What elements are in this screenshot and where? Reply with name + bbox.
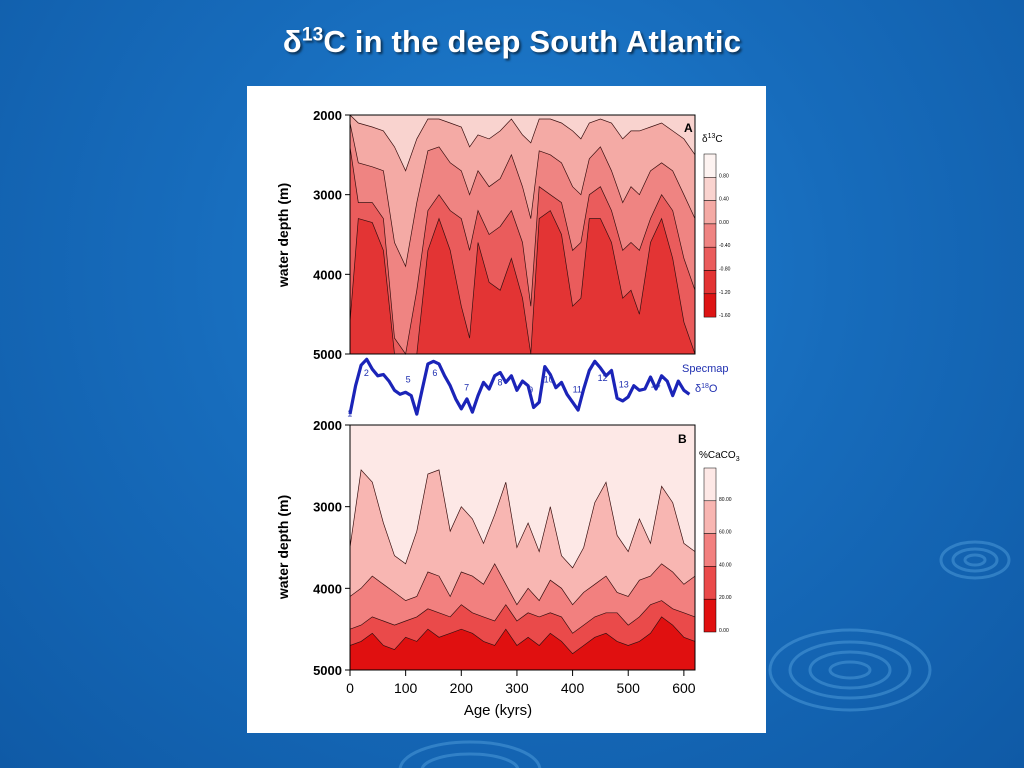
colorbar-a-swatch	[703, 270, 717, 295]
colorbar-a: 0.80 0.40 0.00 -0.40 -0.80 -1.20 -1.60	[703, 153, 731, 319]
colorbar-b-title: %CaCO3	[699, 450, 740, 463]
colorbar-b-swatch	[703, 598, 717, 633]
colorbar-a-tick: 0.80	[719, 173, 729, 179]
panel-a-y-axis: 2000 3000 4000 5000	[313, 108, 350, 362]
colorbar-a-title: δ13C	[702, 133, 723, 145]
x-tick-label: 500	[617, 680, 641, 696]
stage-label: 7	[464, 382, 469, 392]
colorbar-b-swatch	[703, 467, 717, 502]
x-axis-label: Age (kyrs)	[464, 702, 532, 719]
stage-label: 6	[432, 368, 437, 378]
colorbar-a-swatch	[703, 293, 717, 318]
contour-line-1	[349, 114, 696, 172]
panel-b-contour-fills	[350, 425, 695, 670]
colorbar-b-tick: 20.00	[719, 595, 732, 601]
y-tick-label: 3000	[313, 500, 342, 515]
colorbar-b-tick: 40.00	[719, 562, 732, 568]
panel-a-contour-fills	[350, 115, 695, 354]
panel-a-contour-lines	[349, 114, 696, 355]
colorbar-a-tick: -1.20	[719, 290, 731, 296]
x-tick-label: 400	[561, 680, 585, 696]
contour-line-2	[349, 563, 696, 606]
colorbar-b-swatch	[703, 566, 717, 600]
specmap-series-line	[348, 357, 691, 416]
contour-line-2	[349, 122, 696, 268]
contour-line-4	[349, 616, 696, 655]
panel-a-ylabel: water depth (m)	[275, 183, 291, 288]
colorbar-b-tick: 80.00	[719, 497, 732, 503]
stage-label: 9	[528, 385, 533, 395]
x-tick-label: 200	[450, 680, 474, 696]
panel-b-frame	[349, 424, 696, 671]
figure-card: A 2000 3000 4000 5000 water depth (m) δ13C …	[247, 86, 766, 733]
y-tick-label: 3000	[313, 188, 342, 203]
colorbar-a-swatch	[703, 200, 717, 225]
colorbar-a-tick: -0.40	[719, 243, 731, 249]
stage-label: 1	[347, 409, 352, 419]
y-tick-label: 4000	[313, 267, 342, 282]
stage-label: 13	[619, 380, 629, 390]
x-tick-label: 600	[672, 680, 696, 696]
contour-band-4	[350, 616, 695, 670]
panel-b-x-axis: 0 100 200 300 400 500 600	[346, 670, 696, 696]
colorbar-b-swatch	[703, 533, 717, 567]
stage-label: 11	[573, 384, 582, 394]
y-tick-label: 2000	[313, 418, 342, 433]
y-tick-label: 2000	[313, 108, 342, 123]
colorbar-a-tick: 0.00	[719, 220, 729, 226]
colorbar-a-swatch	[703, 153, 717, 178]
contour-line-3	[349, 600, 696, 634]
panel-a-letter: A	[684, 121, 693, 135]
stage-label: 14	[650, 380, 660, 390]
panel-b-ylabel: water depth (m)	[275, 495, 291, 600]
colorbar-a-swatch	[703, 246, 717, 271]
stage-label: 12	[598, 373, 608, 383]
panel-b-y-axis: 2000 3000 4000 5000	[313, 418, 350, 678]
specmap-curve	[348, 357, 691, 416]
colorbar-b-swatch	[703, 500, 717, 534]
panel-a-frame	[349, 114, 696, 355]
specmap-label: Specmap	[682, 363, 728, 375]
specmap-isotope-label: δ18O	[695, 383, 718, 395]
stage-label: 8	[497, 378, 502, 388]
colorbar-a-swatch	[703, 223, 717, 248]
contour-band-4	[350, 210, 695, 354]
colorbar-b-tick: 60.00	[719, 530, 732, 536]
panel-b-letter: B	[678, 432, 687, 446]
stage-label: 5	[406, 374, 411, 384]
panel-b-contour-lines	[349, 469, 696, 655]
colorbar-a-tick: -0.80	[719, 267, 731, 273]
x-tick-label: 100	[394, 680, 418, 696]
colorbar-b-tick: 0.00	[719, 628, 729, 634]
colorbar-a-swatch	[703, 177, 717, 201]
stage-label: 10	[544, 374, 554, 384]
contour-line-1	[349, 469, 696, 569]
colorbar-b: 80.00 60.00 40.00 20.00 0.00	[703, 467, 732, 634]
panel-b: B 2000 3000 4000 5000 0 100 200 300 400 500 600 w…	[275, 418, 740, 719]
x-tick-label: 0	[346, 680, 354, 696]
stage-label: 2	[364, 368, 369, 378]
contour-line-3	[349, 146, 696, 355]
x-tick-label: 300	[505, 680, 529, 696]
y-tick-label: 5000	[313, 347, 342, 362]
y-tick-label: 5000	[313, 663, 342, 678]
slide-title: δ13C in the deep South Atlantic	[282, 24, 742, 59]
colorbar-a-tick: 0.40	[719, 197, 729, 203]
y-tick-label: 4000	[313, 581, 342, 596]
colorbar-a-tick: -1.60	[719, 313, 731, 319]
